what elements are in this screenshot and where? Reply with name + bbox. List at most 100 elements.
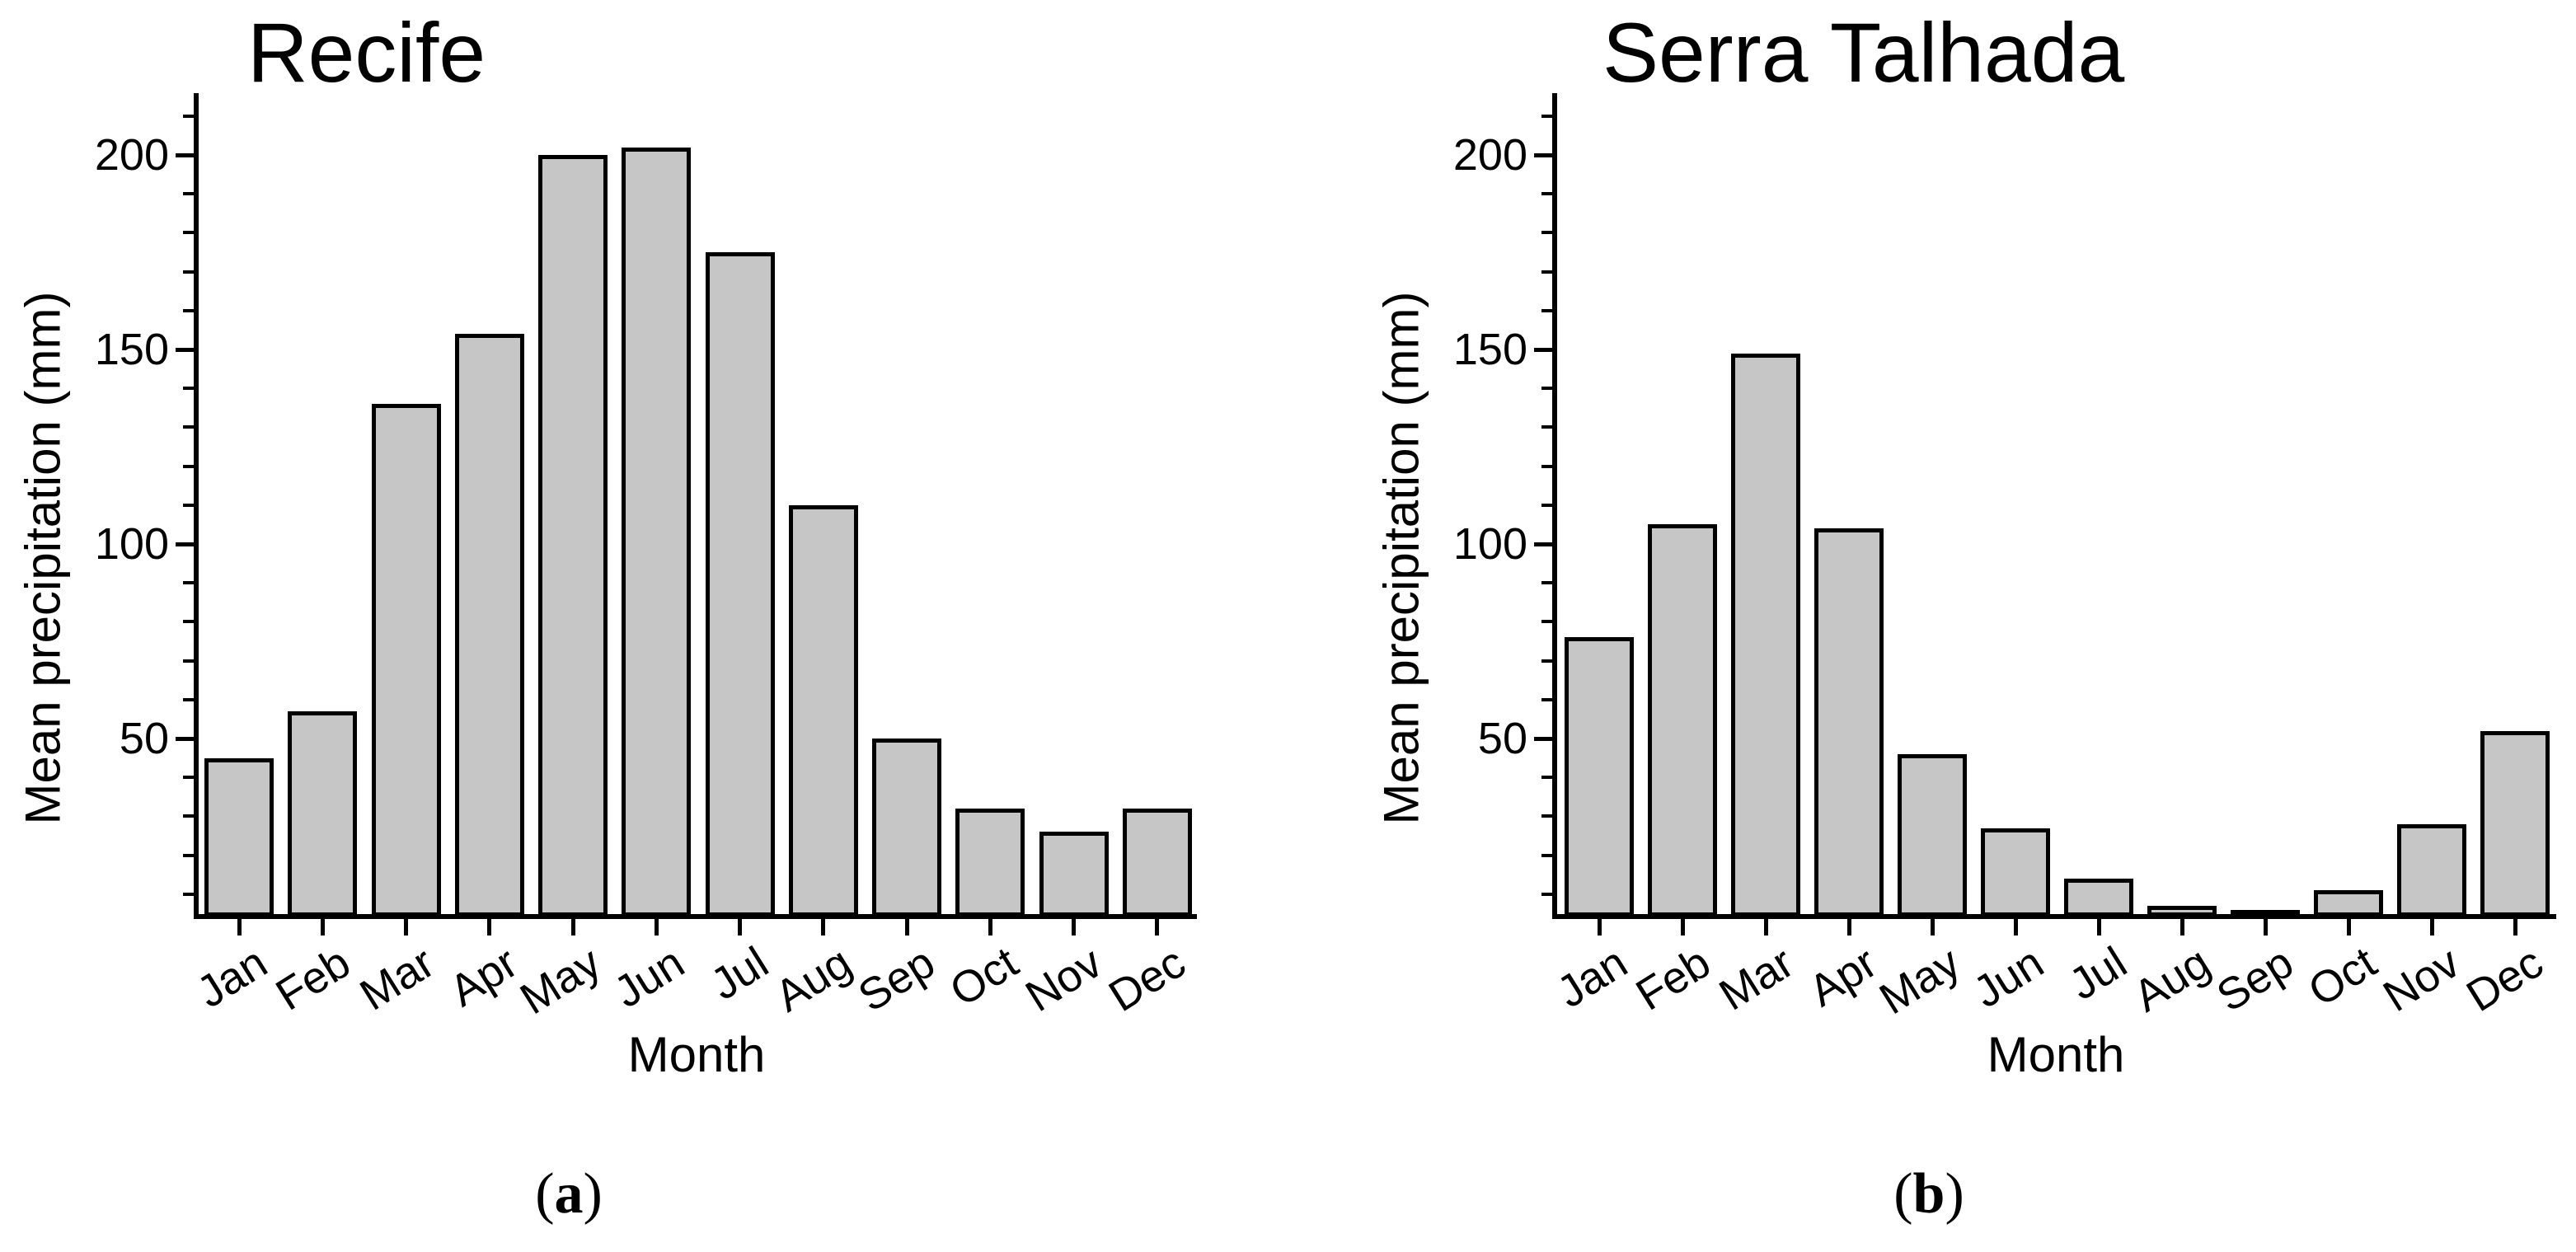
bar-recife-jan bbox=[204, 757, 274, 917]
x-tick-label-serra-talhada-feb: Feb bbox=[1627, 937, 1720, 1020]
x-tick-recife-aug bbox=[821, 919, 826, 935]
bar-recife-dec bbox=[1122, 808, 1192, 917]
x-tick-serra-talhada-jul bbox=[2096, 919, 2101, 935]
bar-serra-talhada-jul bbox=[2064, 878, 2133, 917]
x-tick-label-serra-talhada-may: May bbox=[1870, 937, 1969, 1025]
x-tick-label-serra-talhada-jun: Jun bbox=[1964, 937, 2053, 1018]
y-tick-label-100: 100 bbox=[94, 519, 169, 569]
y-tick-label-150: 150 bbox=[94, 325, 169, 374]
y-minor-tick-70 bbox=[1541, 659, 1552, 663]
y-minor-tick-80 bbox=[183, 620, 194, 624]
x-tick-recife-dec bbox=[1155, 919, 1160, 935]
bar-recife-jun bbox=[622, 147, 692, 917]
caption-b-close-paren: ) bbox=[1945, 1162, 1964, 1226]
x-tick-label-serra-talhada-mar: Mar bbox=[1710, 937, 1803, 1020]
bar-serra-talhada-oct bbox=[2314, 890, 2383, 917]
y-minor-tick-190 bbox=[1541, 192, 1552, 196]
caption-a-close-paren: ) bbox=[583, 1162, 603, 1226]
y-major-tick-150 bbox=[176, 347, 194, 352]
x-tick-label-serra-talhada-sep: Sep bbox=[2208, 937, 2302, 1022]
y-tick-label-200: 200 bbox=[1452, 130, 1527, 180]
bar-serra-talhada-mar bbox=[1731, 353, 1800, 917]
x-tick-recife-mar bbox=[404, 919, 409, 935]
y-minor-tick-190 bbox=[183, 192, 194, 196]
y-minor-tick-170 bbox=[183, 270, 194, 274]
y-minor-tick-60 bbox=[1541, 697, 1552, 701]
y-minor-tick-80 bbox=[1541, 620, 1552, 624]
chart-title-recife: Recife bbox=[247, 6, 486, 100]
y-major-tick-200 bbox=[176, 152, 194, 157]
y-minor-tick-180 bbox=[1541, 231, 1552, 235]
bar-recife-apr bbox=[454, 334, 524, 917]
x-tick-recife-oct bbox=[988, 919, 992, 935]
caption-b-open-paren: ( bbox=[1893, 1162, 1913, 1226]
bar-recife-jul bbox=[705, 252, 775, 917]
x-tick-serra-talhada-feb bbox=[1680, 919, 1685, 935]
x-tick-label-serra-talhada-dec: Dec bbox=[2457, 937, 2552, 1022]
y-minor-tick-170 bbox=[1541, 270, 1552, 274]
x-tick-serra-talhada-dec bbox=[2513, 919, 2517, 935]
y-tick-label-200: 200 bbox=[94, 130, 169, 180]
y-minor-tick-110 bbox=[1541, 503, 1552, 507]
x-tick-label-serra-talhada-oct: Oct bbox=[2300, 937, 2386, 1016]
x-tick-label-serra-talhada-jan: Jan bbox=[1548, 937, 1636, 1018]
x-tick-recife-feb bbox=[320, 919, 325, 935]
y-minor-tick-60 bbox=[183, 697, 194, 701]
bar-recife-oct bbox=[955, 808, 1025, 917]
y-minor-tick-160 bbox=[1541, 308, 1552, 312]
y-minor-tick-180 bbox=[183, 231, 194, 235]
y-minor-tick-140 bbox=[183, 387, 194, 391]
chart-title-serra-talhada: Serra Talhada bbox=[1602, 6, 2125, 100]
caption-a-open-paren: ( bbox=[535, 1162, 555, 1226]
x-tick-recife-nov bbox=[1072, 919, 1077, 935]
y-minor-tick-20 bbox=[1541, 853, 1552, 857]
x-tick-recife-may bbox=[570, 919, 575, 935]
bar-recife-feb bbox=[288, 710, 358, 917]
x-tick-recife-jun bbox=[654, 919, 659, 935]
x-tick-serra-talhada-may bbox=[1930, 919, 1935, 935]
x-tick-recife-jan bbox=[237, 919, 242, 935]
y-tick-label-50: 50 bbox=[119, 714, 169, 763]
bar-recife-aug bbox=[788, 504, 858, 917]
y-tick-label-100: 100 bbox=[1452, 519, 1527, 569]
x-axis-title-serra-talhada: Month bbox=[1987, 1027, 2125, 1082]
bar-recife-sep bbox=[872, 739, 942, 917]
x-tick-label-serra-talhada-nov: Nov bbox=[2374, 937, 2469, 1022]
y-minor-tick-10 bbox=[183, 892, 194, 896]
y-minor-tick-40 bbox=[1541, 776, 1552, 780]
x-axis-title-recife: Month bbox=[627, 1027, 766, 1082]
y-minor-tick-30 bbox=[183, 814, 194, 818]
bar-serra-talhada-jan bbox=[1565, 637, 1634, 917]
x-tick-serra-talhada-oct bbox=[2346, 919, 2351, 935]
y-minor-tick-40 bbox=[183, 776, 194, 780]
x-tick-serra-talhada-nov bbox=[2429, 919, 2434, 935]
x-axis-line-serra-talhada bbox=[1555, 914, 2556, 919]
bar-serra-talhada-dec bbox=[2480, 730, 2550, 917]
y-minor-tick-210 bbox=[183, 114, 194, 118]
y-major-tick-50 bbox=[176, 736, 194, 741]
y-major-tick-200 bbox=[1534, 152, 1552, 157]
y-major-tick-150 bbox=[1534, 347, 1552, 352]
subfigure-caption-b: (b) bbox=[1893, 1163, 1964, 1226]
y-major-tick-100 bbox=[1534, 542, 1552, 546]
y-minor-tick-120 bbox=[1541, 464, 1552, 468]
bar-recife-mar bbox=[371, 404, 441, 917]
x-tick-serra-talhada-jan bbox=[1597, 919, 1602, 935]
bar-serra-talhada-jun bbox=[1981, 828, 2050, 917]
y-major-tick-50 bbox=[1534, 736, 1552, 741]
y-minor-tick-20 bbox=[183, 853, 194, 857]
x-tick-label-serra-talhada-jul: Jul bbox=[2060, 937, 2136, 1010]
caption-b-letter: b bbox=[1912, 1162, 1945, 1226]
y-tick-label-50: 50 bbox=[1477, 714, 1527, 763]
x-tick-serra-talhada-mar bbox=[1763, 919, 1768, 935]
bar-serra-talhada-nov bbox=[2397, 823, 2466, 917]
subfigure-caption-a: (a) bbox=[535, 1163, 603, 1226]
bar-recife-nov bbox=[1039, 832, 1109, 917]
bar-serra-talhada-may bbox=[1898, 753, 1967, 917]
y-minor-tick-130 bbox=[183, 425, 194, 429]
bar-serra-talhada-apr bbox=[1814, 528, 1884, 917]
y-minor-tick-160 bbox=[183, 308, 194, 312]
